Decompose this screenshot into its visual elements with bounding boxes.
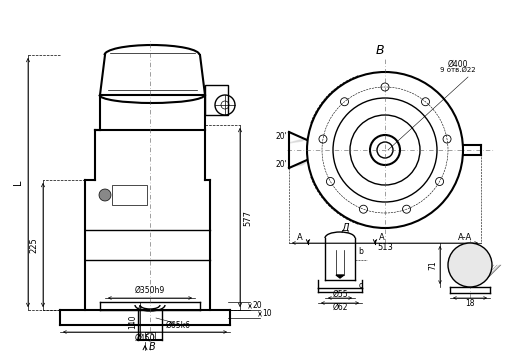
Text: Ø65k6: Ø65k6 xyxy=(165,320,191,329)
Text: A: A xyxy=(379,234,385,243)
Text: 140: 140 xyxy=(128,315,137,329)
Text: 71: 71 xyxy=(429,260,438,270)
Text: 20': 20' xyxy=(275,131,287,140)
Text: Ø62: Ø62 xyxy=(332,302,348,311)
Polygon shape xyxy=(289,138,307,143)
Text: 513: 513 xyxy=(377,243,393,252)
Text: Ø400: Ø400 xyxy=(448,59,468,68)
Text: 225: 225 xyxy=(30,237,39,253)
Text: 18: 18 xyxy=(465,298,475,307)
Text: 10: 10 xyxy=(262,310,272,319)
Text: A-A: A-A xyxy=(458,234,472,243)
Text: В: В xyxy=(376,44,384,57)
Text: Д: Д xyxy=(341,223,349,233)
Text: 9 отв.Ø22: 9 отв.Ø22 xyxy=(440,67,476,73)
Text: 20: 20 xyxy=(252,302,262,310)
Text: 20': 20' xyxy=(275,159,287,168)
Bar xyxy=(205,85,228,115)
Text: Ø350h9: Ø350h9 xyxy=(135,285,165,294)
Text: 577: 577 xyxy=(243,210,252,226)
Polygon shape xyxy=(336,275,344,278)
Text: B: B xyxy=(148,342,155,352)
Text: c: c xyxy=(359,280,363,289)
Text: Ø450: Ø450 xyxy=(135,333,155,342)
Text: Ø55: Ø55 xyxy=(332,289,348,298)
Text: L: L xyxy=(13,179,23,185)
Text: A: A xyxy=(297,234,303,243)
Polygon shape xyxy=(289,162,307,167)
Circle shape xyxy=(448,243,492,287)
Text: b: b xyxy=(359,248,363,256)
Bar xyxy=(112,185,147,205)
Circle shape xyxy=(99,189,111,201)
